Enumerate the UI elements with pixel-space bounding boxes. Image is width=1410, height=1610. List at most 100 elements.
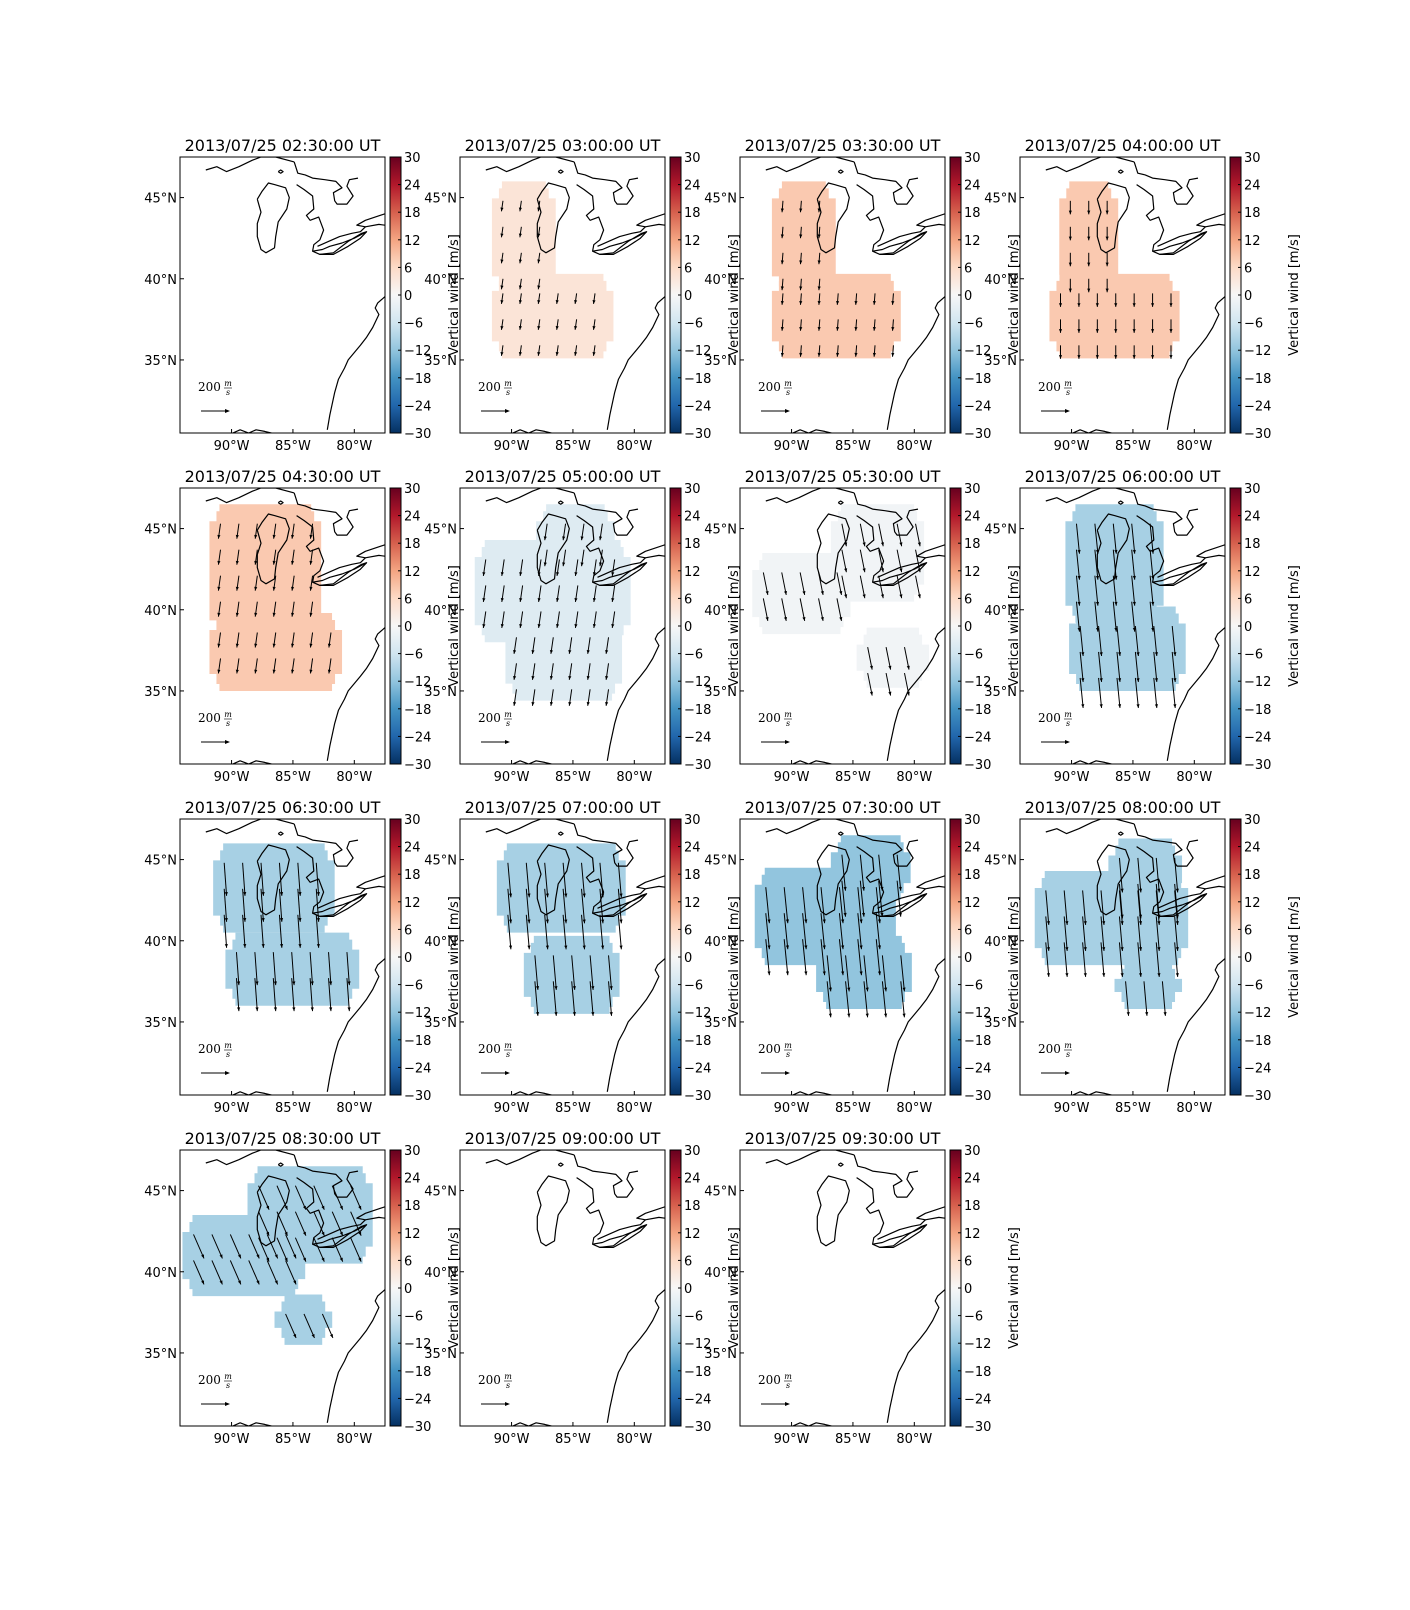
wind-arrowhead [877, 971, 882, 976]
coastline [856, 846, 928, 917]
wind-arrowhead [274, 1280, 278, 1285]
colorbar-tick-label: −24 [404, 1061, 431, 1076]
colorbar-tick-label: 6 [404, 923, 412, 938]
wind-arrow [878, 575, 884, 599]
wind-arrow [1100, 942, 1105, 977]
wind-arrowhead [274, 1254, 278, 1259]
wind-arrowhead [574, 598, 578, 602]
wind-arrow [820, 913, 826, 950]
colorbar-label: Vertical wind [m/s] [727, 896, 742, 1018]
wind-arrowhead [1154, 678, 1158, 682]
coastline [872, 893, 928, 917]
wind-arrow [1174, 942, 1179, 977]
wind-arrowhead [217, 586, 221, 591]
colorbar-label: Vertical wind [m/s] [1287, 565, 1302, 687]
wind-arrowhead [767, 919, 771, 924]
wind-arrow [859, 854, 865, 891]
wind-arrowhead [1102, 921, 1106, 925]
colorbar-tick-label: 12 [404, 896, 421, 911]
reference-arrowhead [225, 409, 230, 413]
y-tick-label: 45°N [704, 854, 737, 869]
panel-frame [459, 1149, 666, 1427]
wind-arrowhead [1145, 1012, 1149, 1016]
reference-arrow-unit-num: m [784, 1041, 792, 1050]
wind-arrowhead [611, 572, 615, 576]
coastline [886, 296, 945, 430]
y-tick-label: 40°N [984, 935, 1017, 950]
coastline [645, 554, 665, 559]
coastline [293, 823, 359, 867]
wind-arrow [896, 880, 902, 917]
colorbar-tick-label: −18 [684, 703, 711, 718]
wind-arrow [1171, 651, 1176, 683]
reference-arrow-unit-den: s [1066, 1050, 1070, 1059]
wind-arrowhead [1102, 947, 1106, 951]
wind-arrowhead [321, 1231, 325, 1236]
wind-arrowhead [201, 1254, 205, 1259]
wind-arrow [303, 1313, 315, 1339]
y-tick-label: 45°N [144, 192, 177, 207]
wind-arrowhead [568, 649, 572, 654]
colorbar-tick-label: −24 [964, 1061, 991, 1076]
x-tick-label: 85°W [835, 439, 871, 454]
panel-title: 2013/07/25 03:00:00 UT [465, 136, 661, 155]
wind-arrowhead [854, 300, 858, 305]
colorbar-tick-label: 30 [1244, 151, 1261, 166]
wind-arrowhead [568, 675, 572, 680]
colorbar-label: Vertical wind [m/s] [727, 565, 742, 687]
reference-arrow-unit-den: s [786, 1381, 790, 1390]
colorbar-tick-label: −18 [684, 1034, 711, 1049]
wind-arrow [1112, 549, 1117, 580]
coastline [1096, 513, 1130, 585]
wind-arrowhead [527, 893, 531, 898]
reference-arrowhead [225, 1071, 230, 1075]
colorbar-tick-label: 6 [1244, 592, 1252, 607]
colorbar-tick-label: −18 [404, 1034, 431, 1049]
wind-arrowhead [201, 1280, 205, 1285]
wind-arrowhead [329, 1007, 333, 1012]
wind-arrowhead [1175, 921, 1179, 925]
wind-arrowhead [280, 944, 284, 948]
wind-arrow [562, 888, 567, 924]
wind-arrowhead [316, 918, 320, 922]
wind-arrow [1125, 981, 1130, 1016]
coastline [326, 627, 385, 761]
coastline [232, 429, 275, 433]
wind-arrowhead [1087, 236, 1091, 241]
wind-arrow [285, 1313, 297, 1339]
colorbar-tick-label: −18 [964, 372, 991, 387]
wind-arrow [838, 913, 844, 950]
coastline [1096, 844, 1130, 916]
wind-arrowhead [1087, 288, 1091, 293]
wind-arrowhead [799, 208, 803, 213]
wind-arrowhead [272, 560, 276, 565]
wind-arrowhead [592, 598, 596, 602]
wind-arrowhead [582, 919, 586, 924]
wind-arrowhead [1065, 947, 1069, 951]
wind-arrowhead [298, 918, 302, 922]
colorbar-tick-label: 6 [964, 592, 972, 607]
wind-arrowhead [1105, 288, 1109, 293]
colorbar-tick-label: −30 [404, 427, 431, 442]
coastline [877, 1206, 945, 1240]
wind-arrow [258, 1211, 270, 1236]
colorbar-tick-label: −18 [1244, 703, 1271, 718]
wind-arrow [859, 880, 865, 917]
wind-arrow [818, 572, 824, 596]
panel-frame [459, 156, 666, 434]
x-tick-label: 85°W [275, 770, 311, 785]
x-tick-label: 85°W [275, 1101, 311, 1116]
colorbar-tick-label: −12 [404, 1006, 431, 1021]
wind-arrowhead [1175, 888, 1179, 893]
wind-arrowhead [254, 560, 258, 565]
reference-arrow-label: 200 [478, 1373, 501, 1387]
wind-arrowhead [872, 300, 876, 305]
coastline [1072, 760, 1115, 764]
wind-arrowhead [1083, 947, 1087, 951]
colorbar-tick-label: −12 [684, 675, 711, 690]
wind-arrow [223, 888, 228, 922]
coastline [296, 846, 368, 917]
colorbar-tick-label: −18 [404, 1365, 431, 1380]
colorbar-tick-label: 0 [964, 620, 972, 635]
y-tick-label: 35°N [704, 685, 737, 700]
